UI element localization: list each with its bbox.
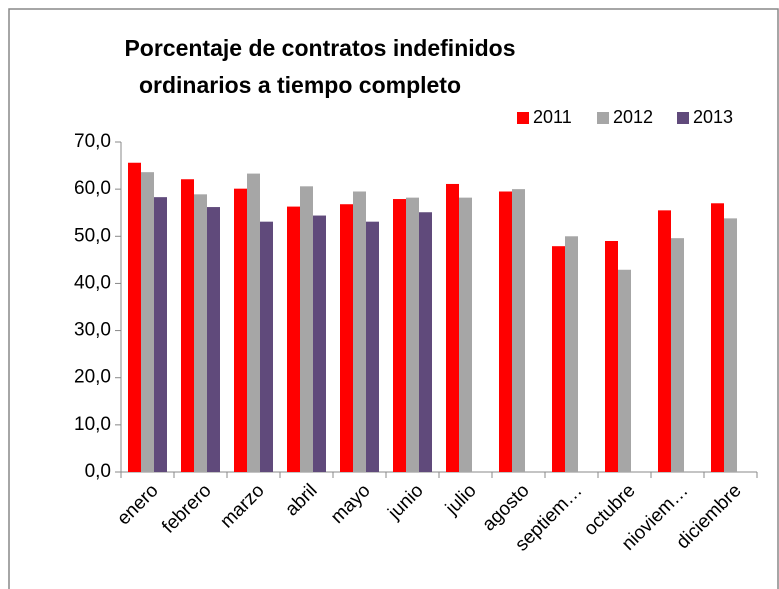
y-tick-label: 60,0	[74, 178, 111, 199]
chart-title: Porcentaje de contratos indefinidos	[124, 35, 515, 61]
bar	[671, 238, 684, 472]
bar	[618, 269, 631, 472]
bar	[141, 172, 154, 472]
y-tick-label: 10,0	[74, 414, 111, 435]
y-tick-label: 40,0	[74, 272, 111, 293]
bar	[366, 221, 379, 472]
bar	[194, 194, 207, 473]
bar	[419, 212, 432, 472]
y-tick-label: 20,0	[74, 367, 111, 388]
bar	[247, 173, 260, 473]
legend-label: 2012	[613, 107, 653, 127]
bar	[234, 188, 247, 472]
bar	[154, 197, 167, 472]
bar	[260, 221, 273, 472]
legend-swatch	[517, 112, 529, 124]
legend-label: 2011	[533, 107, 572, 127]
bar	[658, 210, 671, 472]
bar	[459, 197, 472, 472]
bar	[300, 186, 313, 473]
bar	[552, 246, 565, 472]
bar	[446, 183, 459, 472]
bar	[287, 206, 300, 473]
bar	[512, 189, 525, 472]
legend-swatch	[597, 112, 609, 124]
bar	[605, 241, 618, 472]
bar	[207, 207, 220, 473]
bar	[393, 199, 406, 473]
bar	[128, 162, 141, 472]
y-tick-label: 30,0	[74, 320, 111, 341]
bar	[711, 203, 724, 473]
bar	[565, 236, 578, 472]
bar	[406, 197, 419, 472]
bar	[340, 204, 353, 472]
y-tick-label: 50,0	[74, 225, 111, 246]
bar	[313, 215, 326, 473]
chart-title: ordinarios a tiempo completo	[139, 72, 461, 98]
y-tick-label: 0,0	[85, 461, 111, 482]
legend-swatch	[677, 112, 689, 124]
bar	[499, 191, 512, 472]
bar	[353, 191, 366, 472]
legend-label: 2013	[693, 107, 733, 127]
bar	[181, 179, 194, 472]
y-tick-label: 70,0	[74, 131, 111, 152]
bar	[724, 218, 737, 472]
